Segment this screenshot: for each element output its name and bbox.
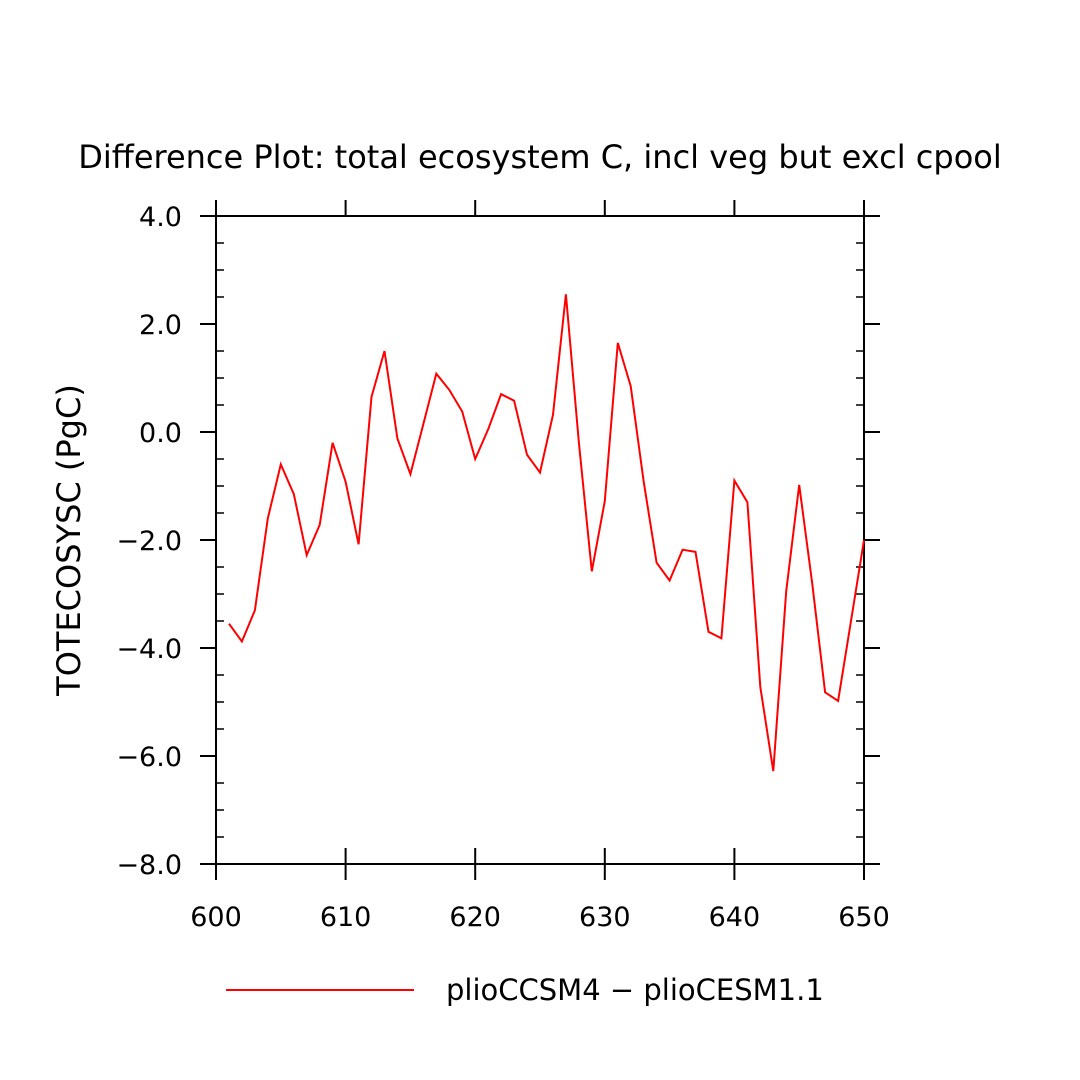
legend: plioCCSM4 − plioCESM1.1 — [226, 973, 824, 1007]
tick-labels: 600 610 620 630 640 650 −8.0 −6.0 −4.0 −2.0 0.0 2.0… — [116, 202, 889, 933]
x-tick-label-5: 650 — [838, 902, 890, 933]
y-tick-label-1: −6.0 — [116, 742, 182, 773]
x-tick-label-4: 640 — [709, 902, 761, 933]
y-tick-label-2: −4.0 — [116, 634, 182, 665]
data-points — [229, 294, 864, 771]
legend-label: plioCCSM4 − plioCESM1.1 — [446, 973, 824, 1007]
y-tick-label-4: 0.0 — [139, 418, 182, 449]
y-tick-label-5: 2.0 — [139, 310, 182, 341]
x-tick-label-2: 620 — [449, 902, 501, 933]
chart-title: Difference Plot: total ecosystem C, incl… — [78, 138, 1002, 176]
y-axis-label: TOTECOSYSC (PgC) — [50, 384, 88, 697]
y-tick-label-6: 4.0 — [139, 202, 182, 233]
x-tick-label-3: 630 — [579, 902, 631, 933]
y-tick-label-0: −8.0 — [116, 850, 182, 881]
axis-ticks — [200, 200, 880, 880]
x-tick-label-0: 600 — [190, 902, 242, 933]
data-line — [228, 294, 865, 772]
y-tick-label-3: −2.0 — [116, 526, 182, 557]
x-tick-label-1: 610 — [320, 902, 372, 933]
